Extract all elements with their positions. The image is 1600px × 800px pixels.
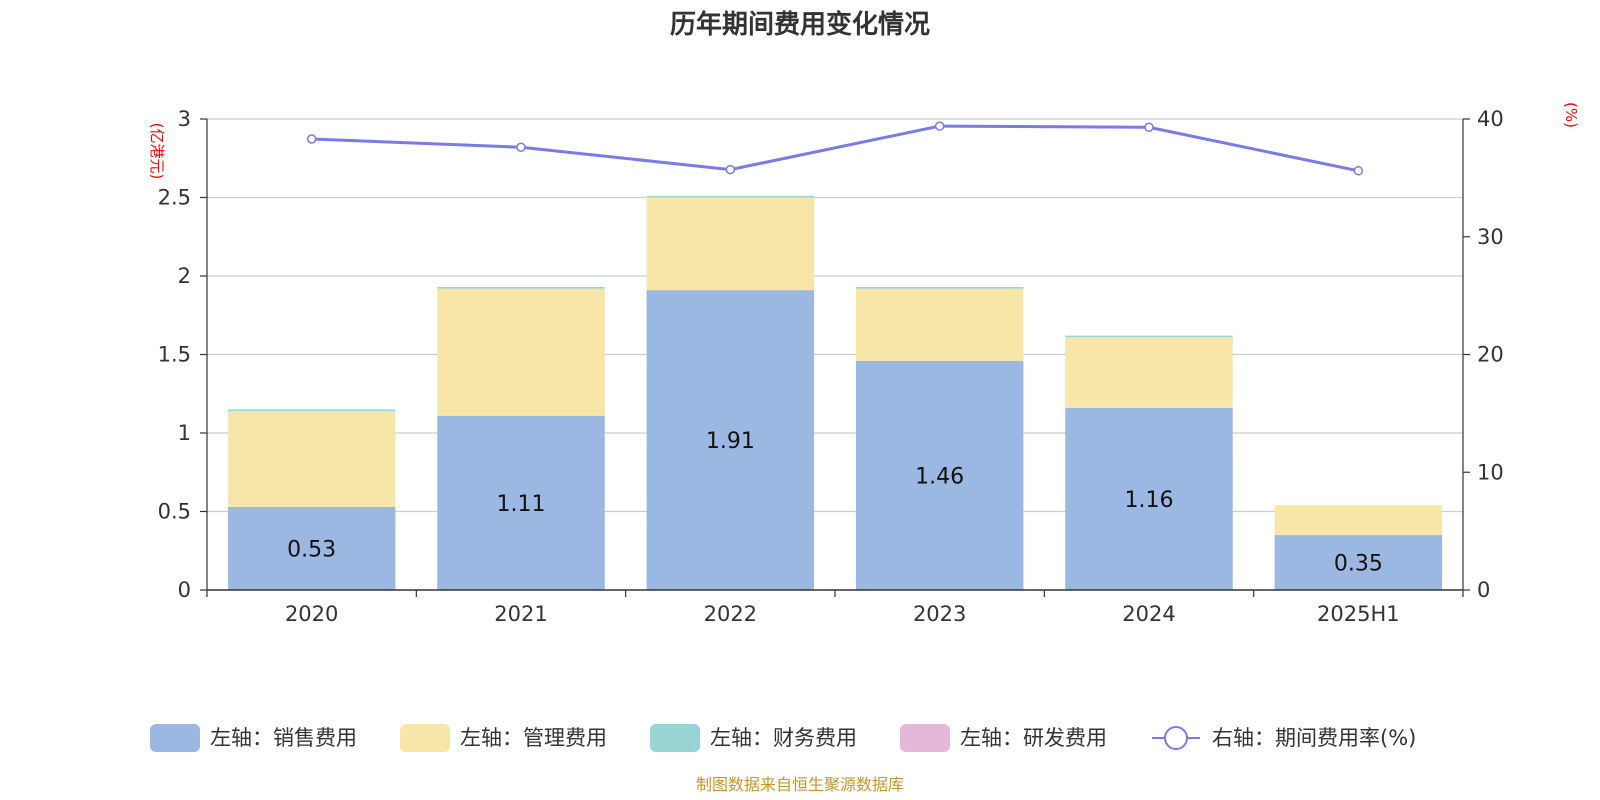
rate-point <box>1353 166 1364 176</box>
legend-label: 右轴：期间费用率(%) <box>1212 726 1416 750</box>
bar-segment <box>1274 535 1443 590</box>
legend-swatch-icon <box>150 724 200 752</box>
y-right-tick-label: 20 <box>1477 343 1504 367</box>
bar-segment <box>1065 335 1233 338</box>
data-label: 1.16 <box>1125 488 1174 513</box>
y-left-unit-label: (亿港元) <box>148 123 166 180</box>
bar-segment <box>646 195 815 198</box>
data-label: 1.11 <box>497 492 546 517</box>
y-right-tick-label: 30 <box>1477 225 1504 249</box>
x-tick-label: 2025H1 <box>1317 602 1400 626</box>
bar-segment <box>437 288 605 416</box>
chart-title: 历年期间费用变化情况 <box>670 9 930 40</box>
y-left-tick-label: 1.5 <box>158 343 191 367</box>
bar-segment <box>646 290 815 590</box>
bar-segment <box>1274 505 1443 536</box>
bar-segment <box>227 409 396 412</box>
rate-point <box>306 134 317 144</box>
source-note: 制图数据来自恒生聚源数据库 <box>696 775 904 794</box>
bar-series <box>227 195 1443 590</box>
rate-line-series <box>306 121 1364 176</box>
legend-item[interactable]: 左轴：销售费用 <box>150 724 357 752</box>
x-tick-label: 2022 <box>704 602 757 626</box>
data-label: 0.53 <box>287 537 336 562</box>
bar-segment <box>1065 407 1233 590</box>
x-tick-label: 2024 <box>1122 602 1175 626</box>
rate-point <box>725 164 736 175</box>
legend[interactable]: 左轴：销售费用 左轴：管理费用 左轴：财务费用 左轴：研发费用 右轴：期间费用率(%) <box>150 724 1416 752</box>
rate-point <box>934 121 945 131</box>
y-right-tick-label: 40 <box>1477 107 1504 131</box>
legend-item[interactable]: 右轴：期间费用率(%) <box>1152 726 1416 750</box>
legend-label: 左轴：管理费用 <box>460 726 607 750</box>
rate-point <box>516 142 526 153</box>
y-right-tick-label: 10 <box>1477 460 1504 484</box>
bar-segment <box>437 415 605 590</box>
y-left-tick-label: 2 <box>178 264 191 288</box>
legend-swatch-icon <box>900 724 950 752</box>
y-right-unit-label: (%) <box>1562 102 1580 128</box>
data-labels: 0.53 1.11 1.91 1.46 1.16 0.35 <box>287 429 1383 576</box>
legend-item[interactable]: 左轴：管理费用 <box>400 724 607 752</box>
y-left-tick-label: 3 <box>178 107 191 131</box>
grid-lines <box>207 118 1463 513</box>
data-label: 1.46 <box>915 464 964 489</box>
y-left-tick-label: 0 <box>178 578 191 602</box>
bar-segment <box>855 288 1024 361</box>
legend-marker-icon <box>1164 726 1188 750</box>
x-tick-label: 2023 <box>913 602 966 626</box>
bar-segment <box>227 506 396 590</box>
rate-point <box>1144 122 1154 132</box>
data-label: 1.91 <box>706 429 755 454</box>
legend-item[interactable]: 左轴：财务费用 <box>650 724 857 752</box>
legend-label: 左轴：财务费用 <box>710 726 857 750</box>
rate-line <box>311 124 1359 173</box>
legend-item[interactable]: 左轴：研发费用 <box>900 724 1107 752</box>
y-left-tick-label: 2.5 <box>158 186 191 210</box>
data-label: 0.35 <box>1334 552 1383 577</box>
legend-label: 左轴：销售费用 <box>210 726 357 750</box>
legend-label: 左轴：研发费用 <box>960 726 1107 750</box>
x-tick-label: 2021 <box>494 602 547 626</box>
y-right-tick-label: 0 <box>1477 578 1490 602</box>
bar-segment <box>227 411 396 507</box>
bar-segment <box>1065 337 1233 408</box>
x-tick-label: 2020 <box>285 602 338 626</box>
bar-segment <box>855 286 1024 289</box>
legend-swatch-icon <box>400 724 450 752</box>
y-left-tick-label: 1 <box>178 421 191 445</box>
bar-segment <box>437 286 605 289</box>
legend-swatch-icon <box>650 724 700 752</box>
bar-segment <box>855 360 1024 590</box>
bar-segment <box>646 197 815 291</box>
y-left-tick-label: 0.5 <box>158 500 191 524</box>
